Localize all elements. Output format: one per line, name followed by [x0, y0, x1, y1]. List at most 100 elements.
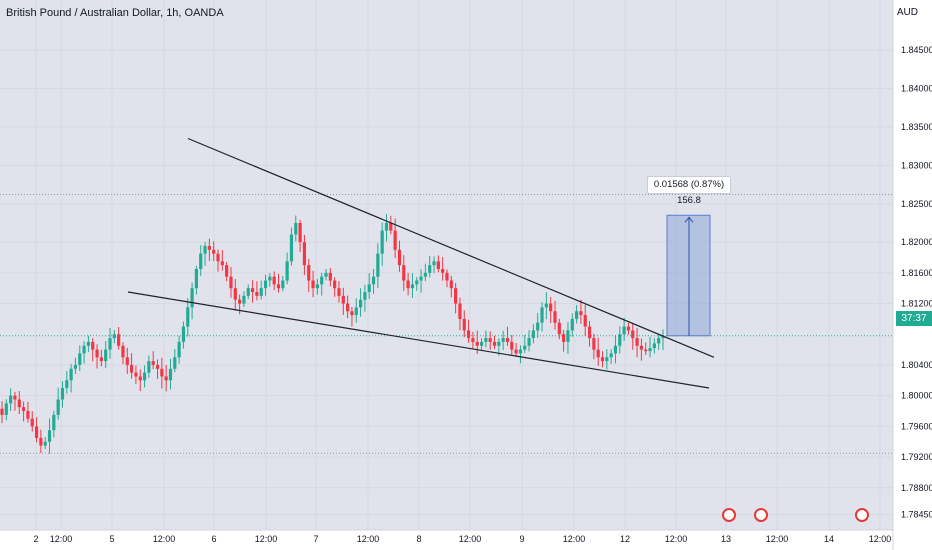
candle-body [631, 330, 635, 339]
y-tick-label: 1.84500 [901, 45, 932, 55]
candle-body [91, 341, 95, 350]
y-tick-label: 1.78450 [901, 510, 932, 520]
x-tick-label: 14 [824, 534, 834, 544]
x-tick-label: 12:00 [357, 534, 380, 544]
candle-body [466, 330, 471, 339]
y-tick-label: 1.82500 [901, 199, 932, 209]
x-tick-label: 7 [313, 534, 318, 544]
candle-body [566, 330, 570, 342]
candle-body [562, 334, 566, 342]
candle-body [518, 349, 523, 354]
x-tick-label: 6 [211, 534, 216, 544]
candle-body [652, 343, 656, 349]
candle-body [333, 280, 337, 289]
currency-label: AUD [896, 7, 918, 18]
candle-body [311, 280, 315, 289]
x-tick-label: 12:00 [50, 534, 73, 544]
candle-body [557, 322, 561, 335]
candle-body [380, 230, 384, 254]
candle-body [393, 230, 397, 250]
current-price-badge: 37:37 [896, 311, 932, 326]
candle-body [657, 338, 661, 344]
candle-body [549, 303, 553, 312]
candle-body [121, 345, 125, 358]
candle-body [168, 368, 173, 381]
x-tick-label: 2 [33, 534, 38, 544]
candle-body [510, 341, 514, 350]
candle-body [117, 334, 121, 346]
candle-body [639, 345, 643, 350]
candle-body [112, 334, 116, 339]
candle-body [514, 349, 518, 354]
candle-body [553, 311, 557, 323]
candle-body [9, 395, 13, 404]
candle-body [415, 280, 419, 285]
y-tick-label: 1.82000 [901, 237, 932, 247]
candle-body [263, 280, 268, 289]
candle-body [350, 311, 354, 316]
y-tick-label: 1.80000 [901, 391, 932, 401]
candle-body [471, 338, 475, 342]
y-tick-label: 1.81200 [901, 299, 932, 309]
candle-body [155, 364, 160, 369]
candle-body [147, 361, 151, 373]
candle-body [199, 253, 203, 269]
candle-body [501, 338, 505, 342]
x-tick-label: 12 [620, 534, 630, 544]
candle-body [523, 345, 527, 350]
candle-body [536, 322, 540, 331]
candle-body [505, 338, 510, 342]
candle-body [285, 261, 289, 281]
candle-body [151, 361, 155, 365]
candle-body [47, 430, 52, 442]
candle-body [22, 407, 26, 412]
candle-body [341, 295, 345, 304]
candle-body [160, 368, 164, 377]
candle-body [488, 338, 492, 342]
x-tick-label: 13 [721, 534, 731, 544]
candle-body [436, 261, 440, 269]
candle-body [0, 408, 4, 415]
economic-event-icon[interactable] [855, 508, 869, 522]
x-tick-label: 12:00 [766, 534, 789, 544]
candle-body [613, 345, 618, 354]
candle-body [410, 284, 415, 289]
candle-body [384, 222, 389, 231]
candle-body [130, 364, 134, 373]
y-tick-label: 1.83500 [901, 122, 932, 132]
candle-body [423, 272, 427, 277]
candle-body [587, 326, 592, 339]
x-tick-label: 12:00 [563, 534, 586, 544]
economic-event-icon[interactable] [754, 508, 768, 522]
candle-body [60, 387, 65, 400]
candle-body [544, 303, 548, 308]
candle-body [56, 399, 60, 415]
y-tick-label: 1.83000 [901, 160, 932, 170]
candle-body [376, 253, 380, 277]
candle-body [579, 311, 583, 316]
y-tick-label: 1.81600 [901, 268, 932, 278]
candle-body [255, 292, 259, 296]
candle-body [406, 280, 410, 289]
candle-body [337, 288, 341, 296]
candle-body [324, 272, 328, 277]
candle-body [190, 288, 194, 308]
time-axis [0, 530, 893, 550]
x-tick-label: 12:00 [869, 534, 892, 544]
economic-event-icon[interactable] [722, 508, 736, 522]
candle-body [78, 353, 82, 365]
candle-body [449, 280, 453, 289]
x-tick-label: 5 [109, 534, 114, 544]
y-tick-label: 1.79600 [901, 421, 932, 431]
x-tick-label: 12:00 [153, 534, 176, 544]
candle-body [259, 288, 263, 296]
candle-body [570, 318, 574, 331]
candle-body [212, 249, 216, 254]
candle-body [298, 222, 302, 243]
candle-body [540, 307, 544, 323]
candle-body [250, 288, 255, 293]
candle-body [289, 234, 294, 262]
candle-body [43, 441, 47, 446]
